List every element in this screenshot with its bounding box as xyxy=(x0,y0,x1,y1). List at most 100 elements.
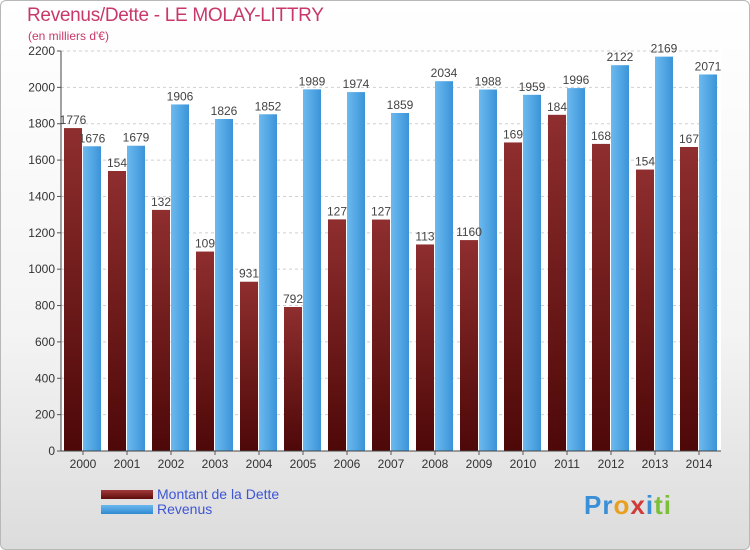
bar-debt-2003 xyxy=(196,251,214,451)
data-label-debt-2013: 154 xyxy=(635,155,655,169)
bar-revenue-2006 xyxy=(347,92,365,451)
y-tick-label: 1400 xyxy=(28,189,55,203)
bar-debt-2014 xyxy=(680,147,698,451)
data-label-debt-2014: 167 xyxy=(679,132,699,146)
data-label-debt-2003: 109 xyxy=(195,237,215,251)
bar-revenue-2013 xyxy=(655,56,673,452)
data-label-revenue-2004: 1852 xyxy=(255,99,282,113)
data-label-revenue-2006: 1974 xyxy=(343,77,370,91)
data-label-debt-2010: 169 xyxy=(503,127,523,141)
data-label-revenue-2011: 1996 xyxy=(563,73,590,87)
bar-debt-2012 xyxy=(592,143,610,451)
bar-debt-2005 xyxy=(284,307,302,451)
bars xyxy=(64,56,717,452)
bar-debt-2008 xyxy=(416,244,434,451)
y-tick-label: 800 xyxy=(35,299,55,313)
bar-debt-2006 xyxy=(328,219,346,451)
x-tick-label-2013: 2013 xyxy=(642,457,669,471)
bar-debt-2000 xyxy=(64,128,82,451)
data-label-debt-2008: 113 xyxy=(415,229,434,243)
legend-label-debt: Montant de la Dette xyxy=(157,486,280,502)
data-label-debt-2004: 931 xyxy=(239,267,259,281)
bar-revenue-2004 xyxy=(259,114,277,451)
data-label-debt-2005: 792 xyxy=(283,292,303,306)
bar-debt-2009 xyxy=(460,240,478,451)
bar-debt-2002 xyxy=(152,209,170,451)
bar-revenue-2007 xyxy=(391,113,409,451)
logo-letter: i xyxy=(645,490,655,520)
bar-debt-2004 xyxy=(240,281,258,451)
data-label-debt-2007: 127 xyxy=(371,205,391,219)
logo-letter: P xyxy=(584,490,603,520)
bar-debt-2001 xyxy=(108,171,126,451)
logo-letter: r xyxy=(602,490,614,520)
data-label-debt-2012: 168 xyxy=(591,129,611,143)
data-label-revenue-2002: 1906 xyxy=(167,89,194,103)
data-label-revenue-2014: 2071 xyxy=(695,59,722,73)
y-tick-label: 400 xyxy=(35,371,55,385)
data-label-revenue-2005: 1989 xyxy=(299,74,326,88)
bar-revenue-2010 xyxy=(523,94,541,452)
data-label-debt-2009: 1160 xyxy=(456,225,482,239)
bar-revenue-2011 xyxy=(567,88,585,451)
legend-label-revenue: Revenus xyxy=(157,501,213,517)
y-tick-label: 2000 xyxy=(28,80,55,94)
bar-debt-2007 xyxy=(372,219,390,451)
y-tick-label: 200 xyxy=(35,408,55,422)
data-label-debt-2011: 184 xyxy=(547,100,567,114)
data-label-revenue-2008: 2034 xyxy=(431,66,458,80)
proxiti-logo: Proxiti xyxy=(584,490,672,521)
bar-revenue-2003 xyxy=(215,119,233,451)
data-label-debt-2002: 132 xyxy=(151,195,171,209)
data-label-debt-2001: 154 xyxy=(107,156,127,170)
bar-revenue-2005 xyxy=(303,89,321,451)
bar-debt-2010 xyxy=(504,142,522,452)
data-label-revenue-2003: 1826 xyxy=(211,104,238,118)
bar-revenue-2008 xyxy=(435,81,453,451)
x-tick-label-2012: 2012 xyxy=(598,457,625,471)
logo-letter: x xyxy=(630,490,646,520)
logo-letter: o xyxy=(613,490,631,520)
data-label-revenue-2009: 1988 xyxy=(475,75,502,89)
data-label-debt-2006: 127 xyxy=(327,204,347,218)
x-tick-label-2008: 2008 xyxy=(422,457,449,471)
bar-revenue-2012 xyxy=(611,65,629,451)
data-label-revenue-2012: 2122 xyxy=(607,50,634,64)
axes: 0 200 400 600 800 1000 1200 1400 1600 1800 2000 220… xyxy=(28,44,721,471)
logo-letter: i xyxy=(663,490,672,520)
chart-subtitle: (en milliers d'€) xyxy=(28,29,109,43)
x-tick-label-2004: 2004 xyxy=(246,457,273,471)
y-tick-label: 2200 xyxy=(28,44,55,58)
data-label-revenue-2013: 2169 xyxy=(651,42,678,56)
x-tick-label-2000: 2000 xyxy=(70,457,97,471)
x-tick-label-2002: 2002 xyxy=(158,457,185,471)
x-tick-label-2010: 2010 xyxy=(510,457,537,471)
y-tick-label: 0 xyxy=(48,444,55,458)
bar-revenue-2002 xyxy=(171,104,189,452)
x-tick-label-2003: 2003 xyxy=(202,457,229,471)
x-tick-label-2001: 2001 xyxy=(114,457,141,471)
y-tick-label: 600 xyxy=(35,335,55,349)
x-tick-label-2005: 2005 xyxy=(290,457,317,471)
logo-letter: t xyxy=(654,490,664,520)
data-label-revenue-2000: 1676 xyxy=(79,131,106,145)
bar-debt-2011 xyxy=(548,114,566,452)
x-tick-label-2006: 2006 xyxy=(334,457,361,471)
data-label-debt-2000: 1776 xyxy=(60,113,87,127)
data-label-revenue-2010: 1959 xyxy=(519,80,546,94)
x-tick-label-2014: 2014 xyxy=(686,457,713,471)
y-tick-label: 1800 xyxy=(28,117,55,131)
bar-revenue-2014 xyxy=(699,74,717,452)
bar-revenue-2000 xyxy=(83,146,101,452)
chart-title: Revenus/Dette - LE MOLAY-LITTRY xyxy=(27,5,324,26)
bar-revenue-2009 xyxy=(479,89,497,451)
bar-revenue-2001 xyxy=(127,145,145,451)
x-tick-label-2011: 2011 xyxy=(554,457,580,471)
data-label-revenue-2001: 1679 xyxy=(123,131,150,145)
bar-debt-2013 xyxy=(636,169,654,451)
y-tick-label: 1600 xyxy=(28,153,55,167)
data-labels: 1776167615416791321906109182693118527921… xyxy=(60,42,722,306)
y-tick-label: 1200 xyxy=(28,226,55,240)
